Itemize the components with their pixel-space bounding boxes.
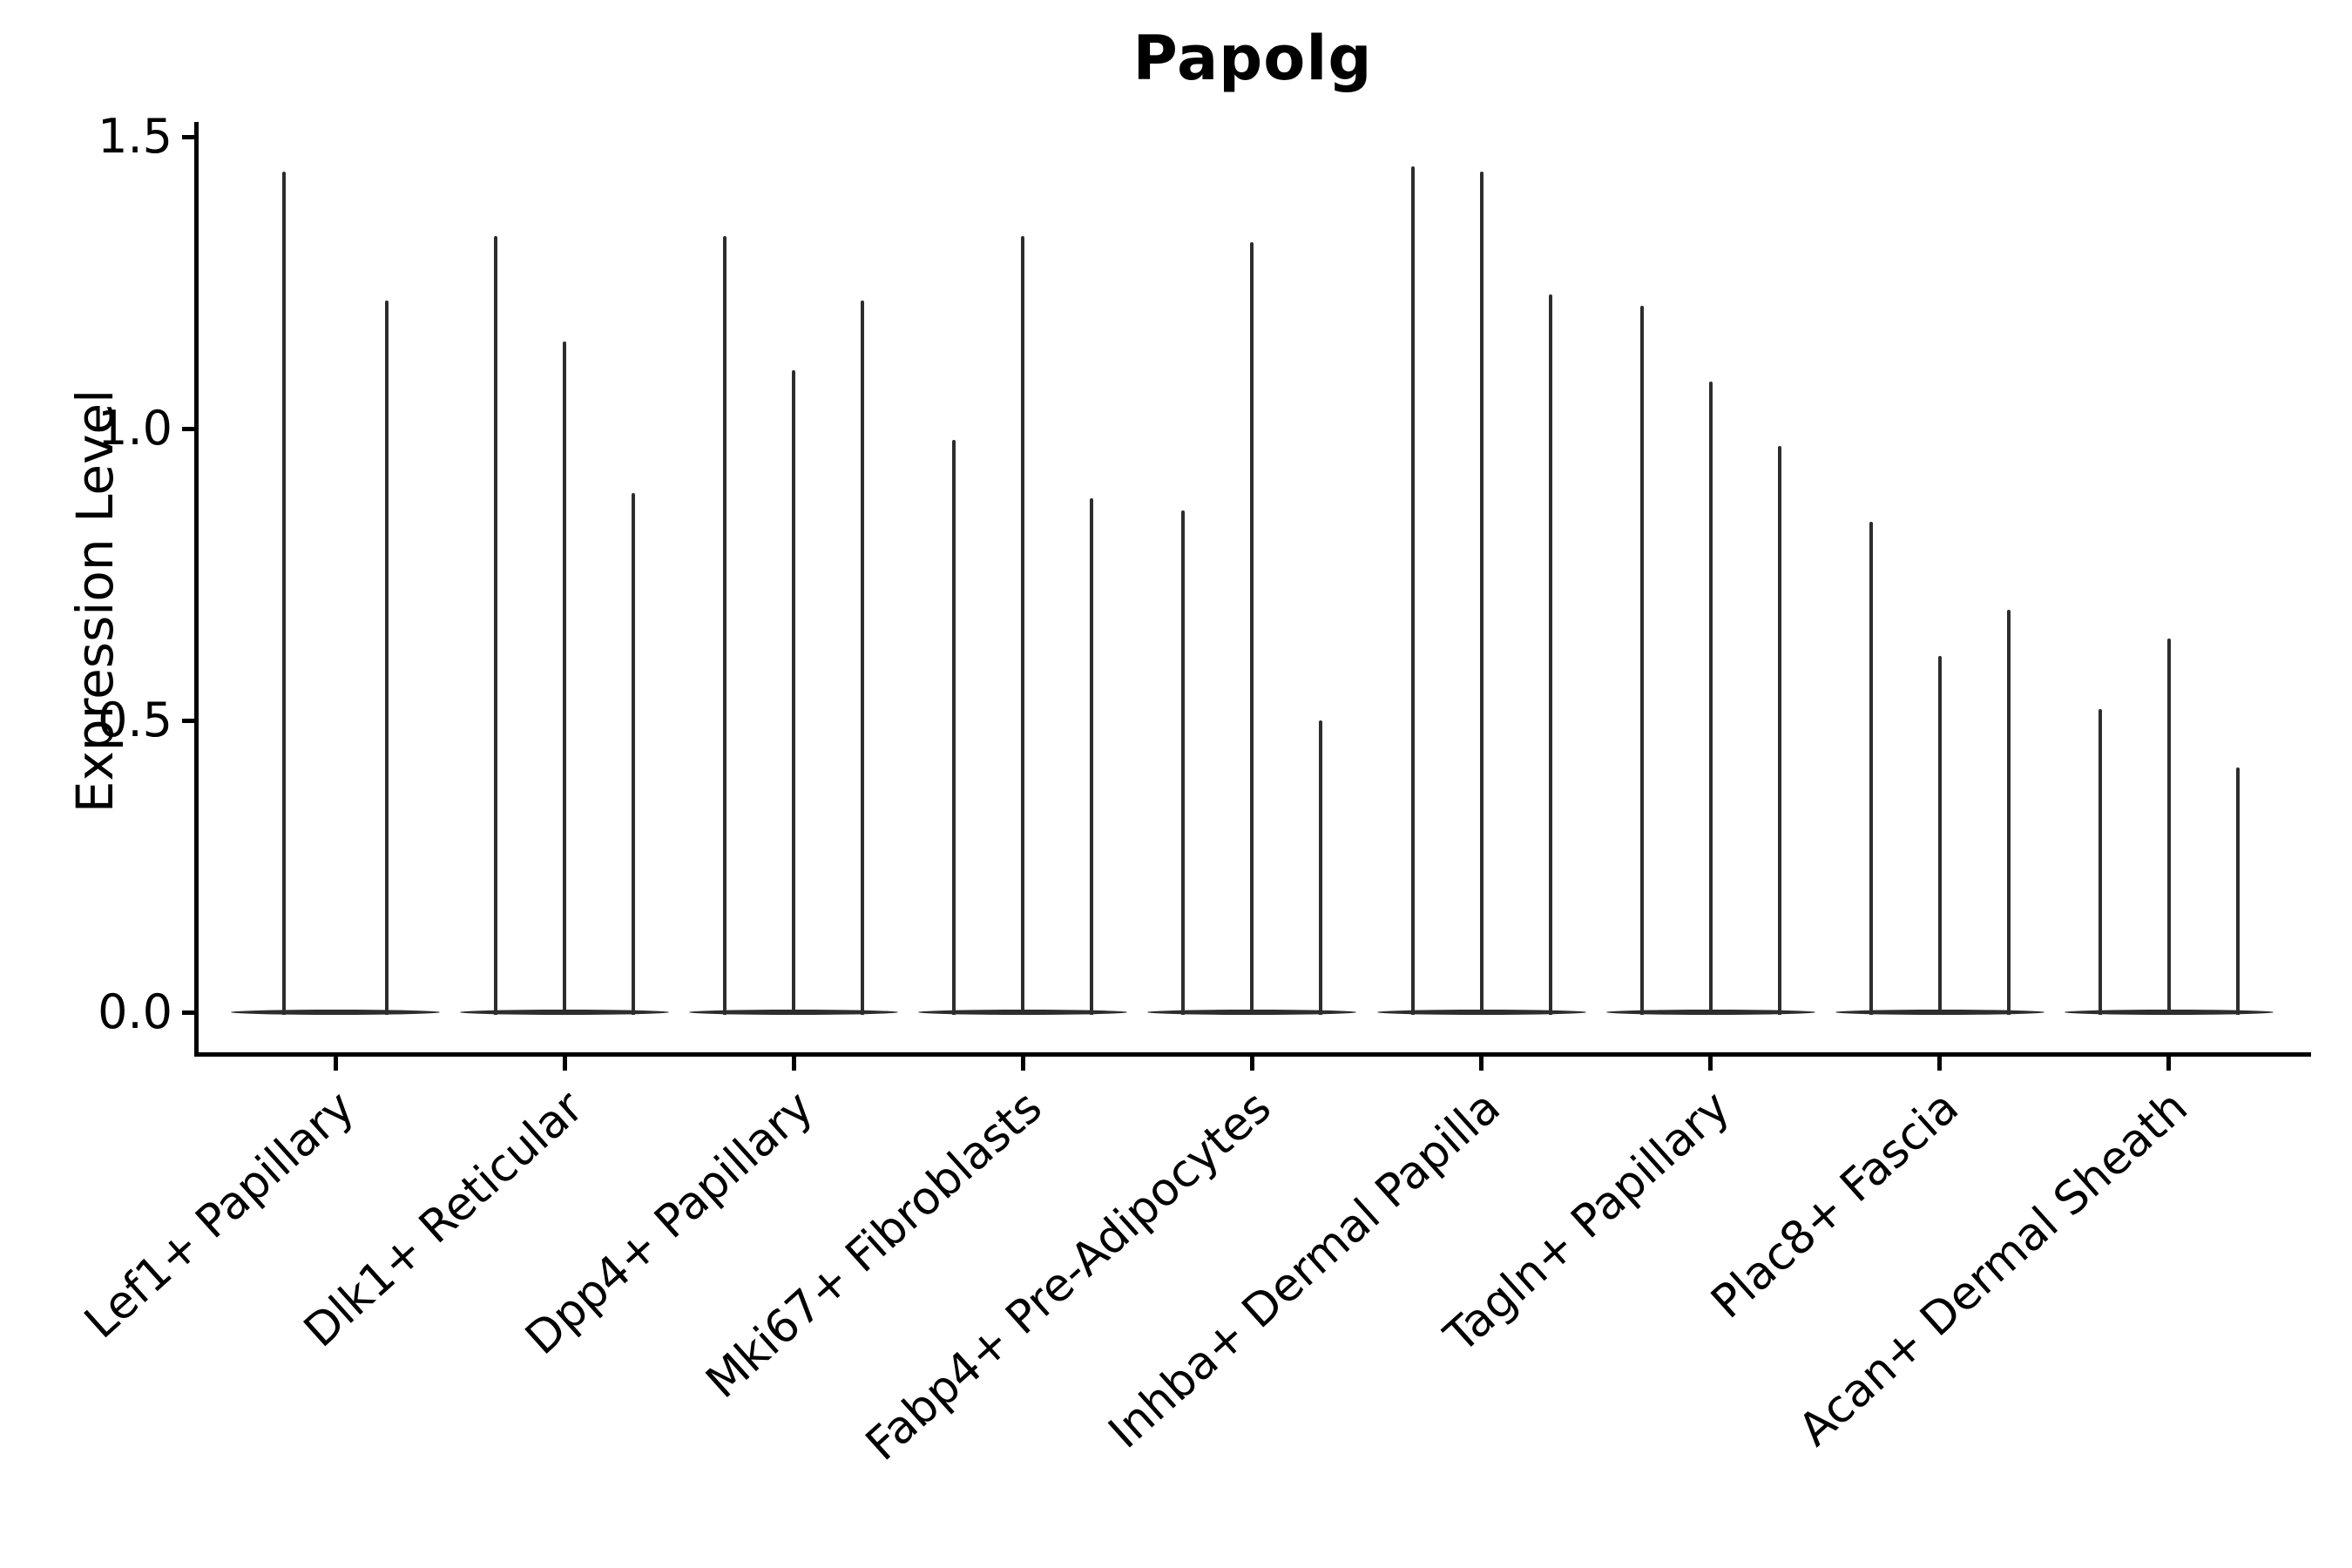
violin-spike	[861, 300, 865, 1015]
y-tick-label: 0.0	[98, 984, 172, 1039]
y-tick-label: 0.5	[98, 693, 172, 747]
y-tick-label: 1.5	[98, 109, 172, 164]
y-tick-mark	[182, 718, 198, 723]
violin-spike	[2098, 708, 2102, 1015]
x-tick-label: Inhba+ Dermal Papilla	[1098, 1081, 1511, 1459]
x-tick-mark	[1479, 1056, 1484, 1071]
y-axis-label: Expression Level	[65, 389, 125, 814]
violin-spike	[1869, 522, 1873, 1015]
violin-spike	[1708, 382, 1713, 1015]
y-tick-label: 1.0	[98, 401, 172, 456]
violin-spike	[1777, 446, 1781, 1015]
violin-spike	[1181, 510, 1186, 1015]
x-tick-mark	[333, 1056, 338, 1071]
violin-spike	[1250, 241, 1254, 1015]
x-tick-mark	[1020, 1056, 1025, 1071]
x-tick-mark	[2166, 1056, 2172, 1071]
violin-spike	[494, 235, 498, 1015]
violin-spike	[2006, 609, 2011, 1015]
violin-spike	[2166, 639, 2171, 1015]
violin-spike	[1090, 498, 1094, 1015]
y-tick-mark	[182, 426, 198, 431]
violin-spike	[385, 300, 389, 1015]
violin-spike	[282, 172, 286, 1015]
x-tick-label: Acan+ Dermal Sheath	[1789, 1081, 2199, 1456]
violin-spike	[2235, 767, 2240, 1015]
x-tick-mark	[1708, 1056, 1713, 1071]
violin-spike	[632, 492, 636, 1015]
y-tick-mark	[182, 134, 198, 139]
violin-spike	[563, 341, 567, 1015]
x-tick-label: Fabp4+ Pre-Adipocytes	[856, 1081, 1281, 1471]
x-tick-mark	[1249, 1056, 1254, 1071]
violin-spike	[1548, 294, 1552, 1015]
violin-spike	[1639, 306, 1644, 1015]
y-axis-spine	[194, 122, 199, 1056]
violin-spike	[1319, 720, 1323, 1015]
x-axis-spine	[194, 1052, 2311, 1057]
violin-spike	[1479, 172, 1484, 1015]
violin-spike	[792, 370, 796, 1015]
violin-spike	[723, 235, 727, 1015]
y-tick-mark	[182, 1010, 198, 1015]
x-tick-mark	[1937, 1056, 1943, 1071]
chart-title: Papolg	[1132, 23, 1373, 94]
violin-base	[231, 1010, 440, 1015]
x-tick-mark	[562, 1056, 567, 1071]
violin-spike	[1410, 166, 1415, 1015]
x-tick-mark	[791, 1056, 796, 1071]
violin-spike	[952, 440, 956, 1015]
x-tick-label: Plac8+ Fascia	[1701, 1081, 1970, 1329]
violin-spike	[1021, 235, 1025, 1015]
violin-spike	[1937, 656, 1942, 1015]
